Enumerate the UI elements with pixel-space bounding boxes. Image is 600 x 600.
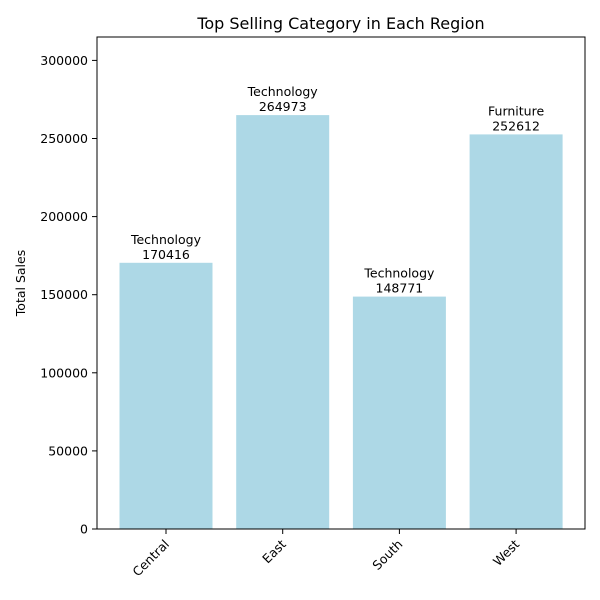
bar-value-label: 264973: [259, 99, 307, 114]
bar-value-label: 148771: [376, 281, 424, 296]
bar-east: [236, 115, 330, 529]
bar-central: [119, 262, 213, 529]
bar-category-label: Furniture: [488, 103, 544, 118]
bar-category-label: Technology: [363, 266, 435, 281]
chart-title: Top Selling Category in Each Region: [196, 14, 484, 33]
bars-group: [119, 115, 563, 529]
x-tick-label: South: [369, 537, 405, 573]
bar-south: [352, 296, 446, 529]
plot-frame: [96, 36, 586, 530]
bar-labels-group: Technology170416Technology264973Technolo…: [130, 84, 544, 296]
y-tick-label: 300000: [40, 53, 88, 68]
y-tick-label: 250000: [40, 131, 88, 146]
x-tick-label: West: [490, 536, 522, 568]
bar-value-label: 170416: [142, 247, 190, 262]
bar-category-label: Technology: [247, 84, 319, 99]
x-tick-label: Central: [129, 537, 172, 580]
y-tick-label: 200000: [40, 209, 88, 224]
bar-category-label: Technology: [130, 232, 202, 247]
x-tick-label: East: [259, 536, 289, 566]
y-axis-label: Total Sales: [13, 250, 28, 317]
y-tick-label: 0: [80, 522, 88, 537]
bar-value-label: 252612: [492, 118, 540, 133]
y-tick-label: 50000: [48, 443, 88, 458]
y-tick-label: 150000: [40, 287, 88, 302]
y-tick-label: 100000: [40, 365, 88, 380]
bar-west: [469, 134, 563, 529]
x-axis: Central East South West: [129, 529, 522, 579]
y-axis: 0 50000 100000 150000 200000 250000 300000: [40, 53, 97, 537]
